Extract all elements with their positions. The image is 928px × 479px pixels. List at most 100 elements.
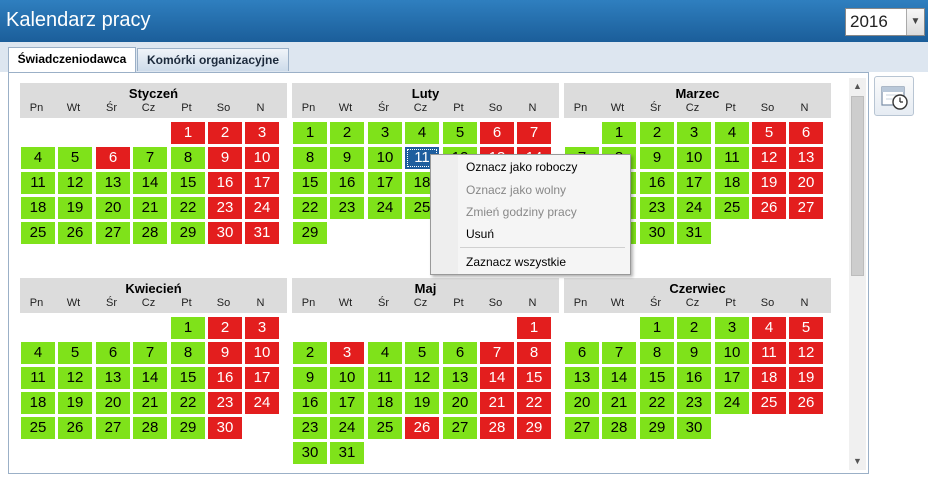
day-cell[interactable]: 13 — [565, 367, 599, 389]
day-cell[interactable]: 23 — [208, 392, 242, 414]
day-cell[interactable]: 23 — [330, 197, 364, 219]
day-cell[interactable]: 15 — [640, 367, 674, 389]
day-cell[interactable]: 11 — [368, 367, 402, 389]
day-cell[interactable]: 17 — [245, 172, 279, 194]
day-cell[interactable]: 28 — [602, 417, 636, 439]
day-cell[interactable]: 2 — [677, 317, 711, 339]
day-cell[interactable]: 30 — [293, 442, 327, 464]
day-cell[interactable]: 24 — [715, 392, 749, 414]
tab-komorki-organizacyjne[interactable]: Komórki organizacyjne — [137, 48, 289, 71]
day-cell[interactable]: 2 — [640, 122, 674, 144]
day-cell[interactable]: 24 — [245, 392, 279, 414]
day-cell[interactable]: 11 — [21, 367, 55, 389]
day-cell[interactable]: 25 — [752, 392, 786, 414]
day-cell[interactable]: 10 — [677, 147, 711, 169]
day-cell[interactable]: 30 — [677, 417, 711, 439]
day-cell[interactable]: 23 — [640, 197, 674, 219]
vertical-scrollbar[interactable]: ▲ ▼ — [849, 78, 866, 470]
day-cell[interactable]: 2 — [208, 317, 242, 339]
day-cell[interactable]: 9 — [208, 342, 242, 364]
day-cell[interactable]: 9 — [330, 147, 364, 169]
day-cell[interactable]: 20 — [96, 392, 130, 414]
day-cell[interactable]: 15 — [293, 172, 327, 194]
day-cell[interactable]: 19 — [58, 197, 92, 219]
day-cell[interactable]: 11 — [21, 172, 55, 194]
day-cell[interactable]: 21 — [480, 392, 514, 414]
menu-item-mark-free[interactable]: Oznacz jako wolny — [466, 183, 567, 197]
day-cell[interactable]: 8 — [640, 342, 674, 364]
day-cell[interactable]: 31 — [330, 442, 364, 464]
day-cell[interactable]: 24 — [330, 417, 364, 439]
day-cell[interactable]: 27 — [789, 197, 823, 219]
day-cell[interactable]: 27 — [565, 417, 599, 439]
day-cell[interactable]: 4 — [752, 317, 786, 339]
day-cell[interactable]: 3 — [245, 122, 279, 144]
day-cell[interactable]: 16 — [330, 172, 364, 194]
day-cell[interactable]: 22 — [517, 392, 551, 414]
day-cell[interactable]: 25 — [715, 197, 749, 219]
day-cell[interactable]: 16 — [293, 392, 327, 414]
day-cell[interactable]: 11 — [715, 147, 749, 169]
day-cell[interactable]: 16 — [208, 367, 242, 389]
scroll-thumb[interactable] — [851, 96, 864, 276]
day-cell[interactable]: 2 — [330, 122, 364, 144]
day-cell[interactable]: 22 — [293, 197, 327, 219]
day-cell[interactable]: 20 — [443, 392, 477, 414]
day-cell[interactable]: 23 — [677, 392, 711, 414]
day-cell[interactable]: 1 — [171, 122, 205, 144]
day-cell[interactable]: 10 — [245, 342, 279, 364]
calendar-clock-button[interactable] — [874, 76, 914, 116]
day-cell[interactable]: 12 — [752, 147, 786, 169]
day-cell[interactable]: 2 — [208, 122, 242, 144]
day-cell[interactable]: 3 — [677, 122, 711, 144]
day-cell[interactable]: 1 — [171, 317, 205, 339]
day-cell[interactable]: 5 — [405, 342, 439, 364]
day-cell[interactable]: 10 — [330, 367, 364, 389]
day-cell[interactable]: 28 — [133, 222, 167, 244]
day-cell[interactable]: 2 — [293, 342, 327, 364]
day-cell[interactable]: 25 — [21, 222, 55, 244]
day-cell[interactable]: 13 — [443, 367, 477, 389]
day-cell[interactable]: 30 — [640, 222, 674, 244]
day-cell[interactable]: 17 — [677, 172, 711, 194]
day-cell[interactable]: 8 — [517, 342, 551, 364]
day-cell[interactable]: 12 — [789, 342, 823, 364]
day-cell[interactable]: 3 — [368, 122, 402, 144]
day-cell[interactable]: 5 — [58, 342, 92, 364]
day-cell[interactable]: 26 — [58, 222, 92, 244]
day-cell[interactable]: 16 — [208, 172, 242, 194]
day-cell[interactable]: 25 — [21, 417, 55, 439]
day-cell[interactable]: 26 — [752, 197, 786, 219]
day-cell[interactable]: 29 — [171, 222, 205, 244]
day-cell[interactable]: 14 — [133, 172, 167, 194]
day-cell[interactable]: 28 — [133, 417, 167, 439]
day-cell[interactable]: 1 — [602, 122, 636, 144]
day-cell[interactable]: 1 — [640, 317, 674, 339]
day-cell[interactable]: 13 — [789, 147, 823, 169]
day-cell[interactable]: 18 — [715, 172, 749, 194]
day-cell[interactable]: 31 — [677, 222, 711, 244]
day-cell[interactable]: 21 — [133, 197, 167, 219]
day-cell[interactable]: 10 — [245, 147, 279, 169]
day-cell[interactable]: 9 — [208, 147, 242, 169]
menu-item-delete[interactable]: Usuń — [466, 227, 495, 241]
day-cell[interactable]: 29 — [171, 417, 205, 439]
day-cell[interactable]: 7 — [602, 342, 636, 364]
day-cell[interactable]: 14 — [480, 367, 514, 389]
day-cell[interactable]: 26 — [58, 417, 92, 439]
day-cell[interactable]: 21 — [602, 392, 636, 414]
day-cell[interactable]: 14 — [602, 367, 636, 389]
day-cell[interactable]: 30 — [208, 417, 242, 439]
day-cell[interactable]: 4 — [21, 342, 55, 364]
day-cell[interactable]: 6 — [480, 122, 514, 144]
day-cell[interactable]: 28 — [480, 417, 514, 439]
day-cell[interactable]: 4 — [21, 147, 55, 169]
menu-item-select-all[interactable]: Zaznacz wszystkie — [466, 255, 567, 269]
day-cell[interactable]: 4 — [405, 122, 439, 144]
day-cell[interactable]: 11 — [752, 342, 786, 364]
day-cell[interactable]: 23 — [293, 417, 327, 439]
arrow-up-icon[interactable]: ▲ — [853, 81, 862, 91]
day-cell[interactable]: 1 — [293, 122, 327, 144]
day-cell[interactable]: 3 — [715, 317, 749, 339]
day-cell[interactable]: 13 — [96, 172, 130, 194]
